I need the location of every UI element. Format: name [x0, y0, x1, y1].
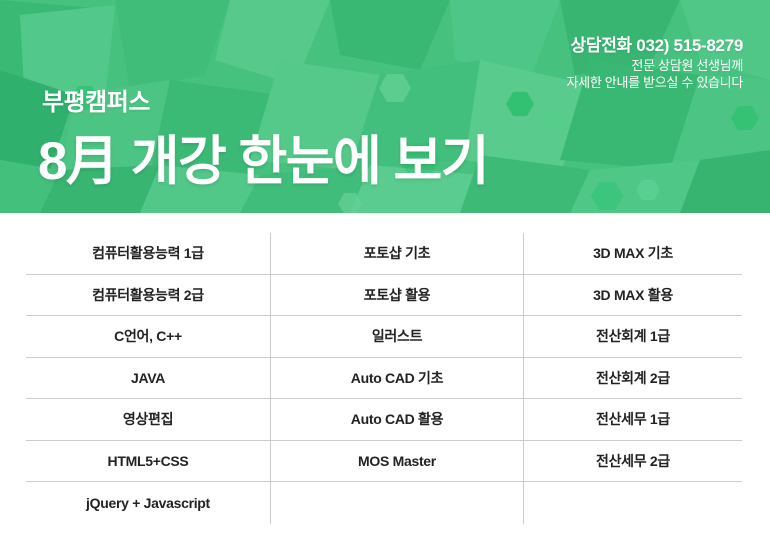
- course-cell-r5c3: 전산세무 1급: [523, 399, 742, 441]
- phone-note: 전문 상담원 선생님께 자세한 안내를 받으실 수 있습니다: [567, 58, 744, 91]
- hero-banner: 부평캠퍼스 8月 개강 한눈에 보기 상담전화 032) 515-8279 전문…: [0, 0, 770, 213]
- course-cell-r2c1: 컴퓨터활용능력 2급: [26, 275, 270, 316]
- course-table: 컴퓨터활용능력 1급 포토샵 기초 3D MAX 기초 컴퓨터활용능력 2급 포…: [26, 233, 742, 524]
- course-cell-r2c2: 포토샵 활용: [270, 274, 523, 316]
- course-cell-r4c1: JAVA: [26, 358, 270, 399]
- course-cell-r2c3: 3D MAX 활용: [523, 274, 742, 316]
- course-cell-r1c1: 컴퓨터활용능력 1급: [26, 233, 270, 275]
- course-cell-r7c3: [523, 482, 742, 524]
- course-cell-r6c2: MOS Master: [270, 440, 523, 482]
- course-cell-r4c2: Auto CAD 기초: [270, 357, 523, 399]
- phone-note-line1: 전문 상담원 선생님께: [631, 58, 743, 73]
- polygon-pattern-background: [0, 0, 770, 213]
- course-cell-r3c3: 전산회계 1급: [523, 316, 742, 358]
- course-cell-r6c3: 전산세무 2급: [523, 440, 742, 482]
- course-cell-r5c2: Auto CAD 활용: [270, 399, 523, 441]
- course-cell-r3c1: C언어, C++: [26, 316, 270, 358]
- course-cell-r4c3: 전산회계 2급: [523, 357, 742, 399]
- course-cell-r6c1: HTML5+CSS: [26, 441, 270, 482]
- course-cell-r1c3: 3D MAX 기초: [523, 233, 742, 275]
- course-cell-r7c2: [270, 482, 523, 524]
- course-cell-r5c1: 영상편집: [26, 399, 270, 441]
- phone-number: 상담전화 032) 515-8279: [570, 36, 744, 55]
- course-cell-r1c2: 포토샵 기초: [270, 233, 523, 275]
- course-cell-r7c1: jQuery + Javascript: [86, 494, 210, 511]
- campus-name: 부평캠퍼스: [42, 89, 150, 116]
- phone-note-line2: 자세한 안내를 받으실 수 있습니다: [566, 74, 744, 90]
- page-title: 8月 개강 한눈에 보기: [38, 132, 489, 191]
- course-cell-r3c2: 일러스트: [270, 316, 523, 358]
